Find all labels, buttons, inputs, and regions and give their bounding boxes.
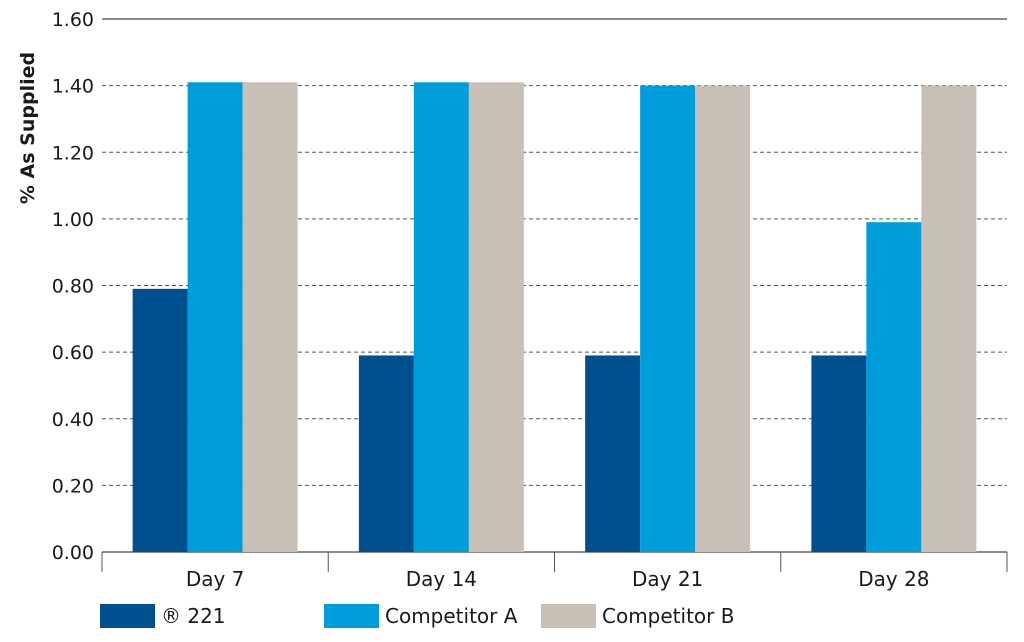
y-tick-label: 1.60 — [52, 9, 94, 31]
bar — [695, 85, 751, 552]
y-tick-label: 0.60 — [52, 342, 94, 364]
y-tick-label: 1.20 — [52, 142, 94, 164]
y-axis-title: % As Supplied — [17, 52, 39, 204]
bar — [358, 355, 414, 552]
y-tick-label: 1.00 — [52, 209, 94, 231]
bar — [242, 82, 298, 552]
legend-swatch — [100, 604, 155, 628]
bar — [640, 85, 696, 552]
legend-swatch — [541, 604, 596, 628]
bar — [866, 222, 922, 553]
legend-label: ® 221 — [161, 604, 226, 628]
bars — [132, 82, 977, 553]
bar — [468, 82, 524, 552]
y-tick-label: 1.40 — [52, 76, 94, 98]
bar — [187, 82, 243, 552]
x-tick-label: Day 28 — [858, 567, 929, 591]
x-axis: Day 7 Day 14 Day 21 Day 28 — [101, 552, 1008, 591]
y-tick-label: 0.80 — [52, 276, 94, 298]
x-tick-label: Day 14 — [406, 567, 477, 591]
bar — [585, 355, 641, 552]
bar — [811, 355, 867, 552]
bar — [921, 85, 977, 552]
x-tick-label: Day 21 — [632, 567, 703, 591]
y-tick-label: 0.40 — [52, 409, 94, 431]
x-tick-label: Day 7 — [186, 567, 245, 591]
y-axis-ticks: 0.00 0.20 0.40 0.60 0.80 1.00 1.20 1.40 1.60 — [52, 9, 94, 564]
legend: ® 221 Competitor A Competitor B — [100, 604, 734, 628]
bar — [413, 82, 469, 552]
legend-swatch — [324, 604, 379, 628]
legend-label: Competitor B — [602, 604, 734, 628]
y-tick-label: 0.00 — [52, 542, 94, 564]
y-tick-label: 0.20 — [52, 475, 94, 497]
bar — [132, 288, 188, 552]
legend-label: Competitor A — [385, 604, 518, 628]
